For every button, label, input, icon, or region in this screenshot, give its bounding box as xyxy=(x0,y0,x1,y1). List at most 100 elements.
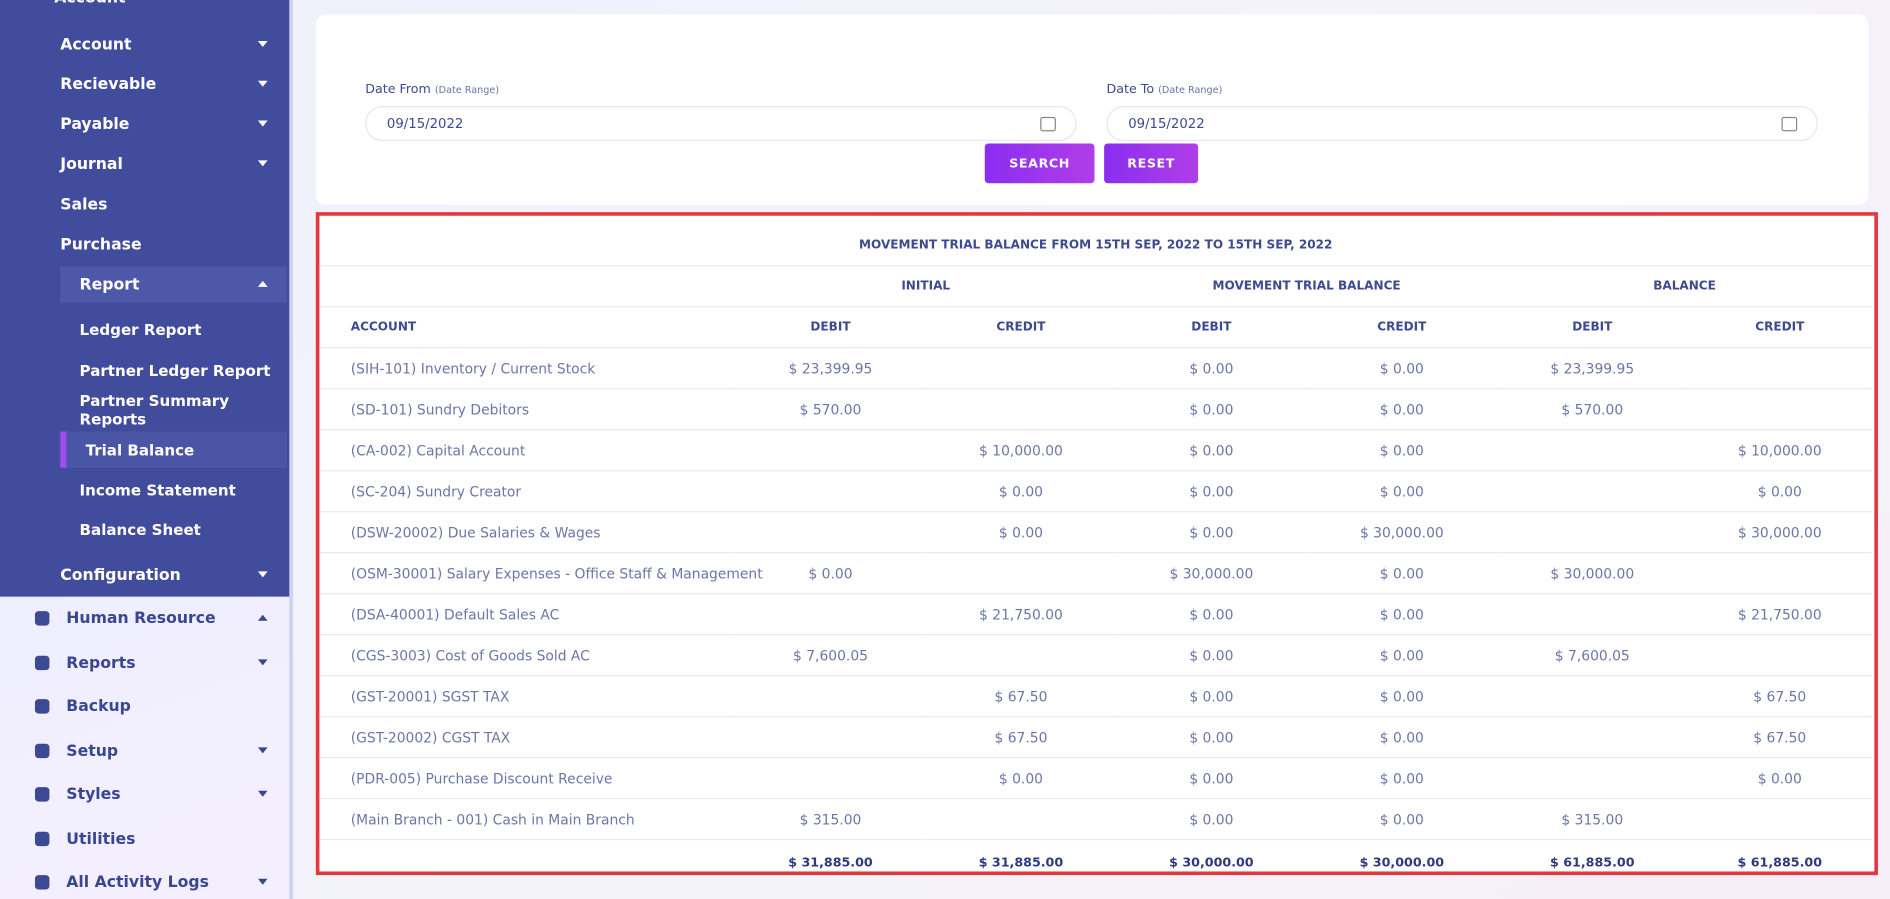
cell: $ 0.00 xyxy=(925,470,1117,512)
table-row: (SIH-101) Inventory / Current Stock $ 23,… xyxy=(319,347,1873,389)
cell: $ 7,600.05 xyxy=(1497,634,1688,676)
cell xyxy=(1497,511,1688,553)
total-cell: $ 31,885.00 xyxy=(735,838,926,886)
table-row: (GST-20001) SGST TAX $ 67.50 $ 0.00 $ 0.00 $… xyxy=(319,675,1873,717)
menu-icon xyxy=(34,743,50,759)
cell: $ 67.50 xyxy=(925,675,1117,717)
cell: $ 0.00 xyxy=(1306,797,1498,840)
column-header: DEBIT xyxy=(1116,306,1307,348)
menu-open-bg xyxy=(60,266,287,303)
cell: $ 0.00 xyxy=(735,552,926,594)
caret xyxy=(257,571,268,578)
menu-item[interactable]: Configuration xyxy=(0,557,289,593)
label-text: Date From xyxy=(365,81,431,97)
cell xyxy=(735,429,926,471)
cell: (OSM-30001) Salary Expenses - Office Sta… xyxy=(319,552,763,594)
cell: $ 0.00 xyxy=(1116,388,1307,430)
menu-active-bg xyxy=(60,431,287,468)
cell: (SC-204) Sundry Creator xyxy=(319,470,736,512)
trial-balance-table: MOVEMENT TRIAL BALANCE FROM 15TH SEP, 20… xyxy=(319,225,1873,886)
cell: $ 7,600.05 xyxy=(735,634,926,676)
cell xyxy=(925,552,1117,594)
cell: $ 0.00 xyxy=(1306,429,1498,471)
menu-item[interactable]: Payable xyxy=(0,106,289,142)
cell: (PDR-005) Purchase Discount Receive xyxy=(319,756,736,799)
search-button[interactable]: SEARCH xyxy=(984,143,1095,184)
reset-button[interactable]: RESET xyxy=(1104,143,1199,184)
cell xyxy=(1687,347,1873,389)
total-cell: $ 61,885.00 xyxy=(1687,838,1873,886)
cell: (DSW-20002) Due Salaries & Wages xyxy=(319,511,736,553)
cell: $ 21,750.00 xyxy=(1687,593,1873,635)
menu-item[interactable]: Partner Summary Reports xyxy=(0,392,289,428)
menu-item[interactable]: Utilities xyxy=(0,821,289,857)
group-header: MOVEMENT TRIAL BALANCE xyxy=(1116,265,1498,307)
cell: $ 23,399.95 xyxy=(735,347,926,389)
menu-item[interactable]: Styles xyxy=(0,776,289,812)
menu-label: Payable xyxy=(60,115,130,134)
menu-icon xyxy=(34,655,50,671)
cell: $ 0.00 xyxy=(1306,552,1498,594)
menu-item[interactable]: Income Statement xyxy=(0,471,289,507)
menu-item[interactable]: Recievable xyxy=(0,66,289,102)
menu-item[interactable]: Setup xyxy=(0,733,289,769)
menu-label: Partner Ledger Report xyxy=(79,361,271,380)
cell: $ 315.00 xyxy=(735,797,926,840)
menu-label: Journal xyxy=(60,154,123,173)
cell: $ 23,399.95 xyxy=(1497,347,1688,389)
menu-item[interactable]: Purchase xyxy=(0,227,289,263)
menu-item[interactable]: Trial Balance xyxy=(0,432,289,468)
caret xyxy=(257,659,268,666)
date-input[interactable]: 09/15/2022 xyxy=(365,106,1077,142)
date-value: 09/15/2022 xyxy=(386,115,464,132)
date-value: 09/15/2022 xyxy=(1128,115,1205,132)
menu-item[interactable]: Partner Ledger Report xyxy=(0,352,289,388)
table-title: MOVEMENT TRIAL BALANCE FROM 15TH SEP, 20… xyxy=(859,238,1333,252)
cell: $ 0.00 xyxy=(1116,675,1307,717)
cell: $ 570.00 xyxy=(1497,388,1688,430)
cell: (CGS-3003) Cost of Goods Sold AC xyxy=(319,634,736,676)
title-row: MOVEMENT TRIAL BALANCE FROM 15TH SEP, 20… xyxy=(319,225,1872,265)
cell xyxy=(735,470,926,512)
menu-item[interactable]: Account xyxy=(0,27,289,63)
cell: $ 0.00 xyxy=(925,511,1117,553)
menu-item[interactable]: Backup xyxy=(0,688,289,724)
group-row: INITIAL MOVEMENT TRIAL BALANCE BALANCE xyxy=(319,265,1873,307)
cell: $ 0.00 xyxy=(1306,634,1498,676)
filter-card: Date From (Date Range) 09/15/2022 Date To … xyxy=(315,14,1869,205)
menu-item[interactable]: Reports xyxy=(0,645,289,681)
caret xyxy=(257,160,268,167)
caret xyxy=(257,614,268,621)
cell: $ 0.00 xyxy=(1306,347,1498,389)
menu-label: Reports xyxy=(66,653,136,672)
table-row: (CGS-3003) Cost of Goods Sold AC $ 7,600.… xyxy=(319,634,1873,676)
column-header: DEBIT xyxy=(735,306,926,348)
menu-icon xyxy=(34,699,50,714)
totals-row: $ 31,885.00 $ 31,885.00 $ 30,000.00 $ 30,00… xyxy=(319,838,1873,886)
total-cell: $ 31,885.00 xyxy=(925,838,1117,886)
cell: $ 0.00 xyxy=(1116,756,1307,799)
caret xyxy=(257,80,268,87)
menu-label: Configuration xyxy=(60,565,181,584)
menu-item[interactable]: Journal xyxy=(0,146,289,182)
menu-item[interactable]: Report xyxy=(0,266,289,302)
menu-icon xyxy=(34,611,50,626)
menu-item[interactable]: Ledger Report xyxy=(0,311,289,347)
cell: $ 10,000.00 xyxy=(1687,429,1873,471)
menu-item[interactable]: All Activity Logs xyxy=(0,864,289,899)
cell: $ 0.00 xyxy=(1306,756,1498,799)
table-row: (DSW-20002) Due Salaries & Wages $ 0.00 $ … xyxy=(319,511,1873,553)
menu-item[interactable]: Human Resource xyxy=(0,600,289,636)
cell: (Main Branch - 001) Cash in Main Branch xyxy=(319,797,736,840)
cell: $ 0.00 xyxy=(1306,675,1498,717)
cell: $ 0.00 xyxy=(1116,634,1307,676)
menu-item[interactable]: Balance Sheet xyxy=(0,511,289,547)
report-table-card: MOVEMENT TRIAL BALANCE FROM 15TH SEP, 20… xyxy=(315,212,1878,886)
cell: $ 0.00 xyxy=(1116,715,1307,758)
calendar-icon xyxy=(1781,116,1798,132)
menu-item[interactable]: Sales xyxy=(0,187,289,223)
menu-label: Setup xyxy=(66,741,119,760)
caret xyxy=(257,120,268,127)
date-input[interactable]: 09/15/2022 xyxy=(1106,106,1818,142)
column-header: CREDIT xyxy=(925,306,1117,348)
